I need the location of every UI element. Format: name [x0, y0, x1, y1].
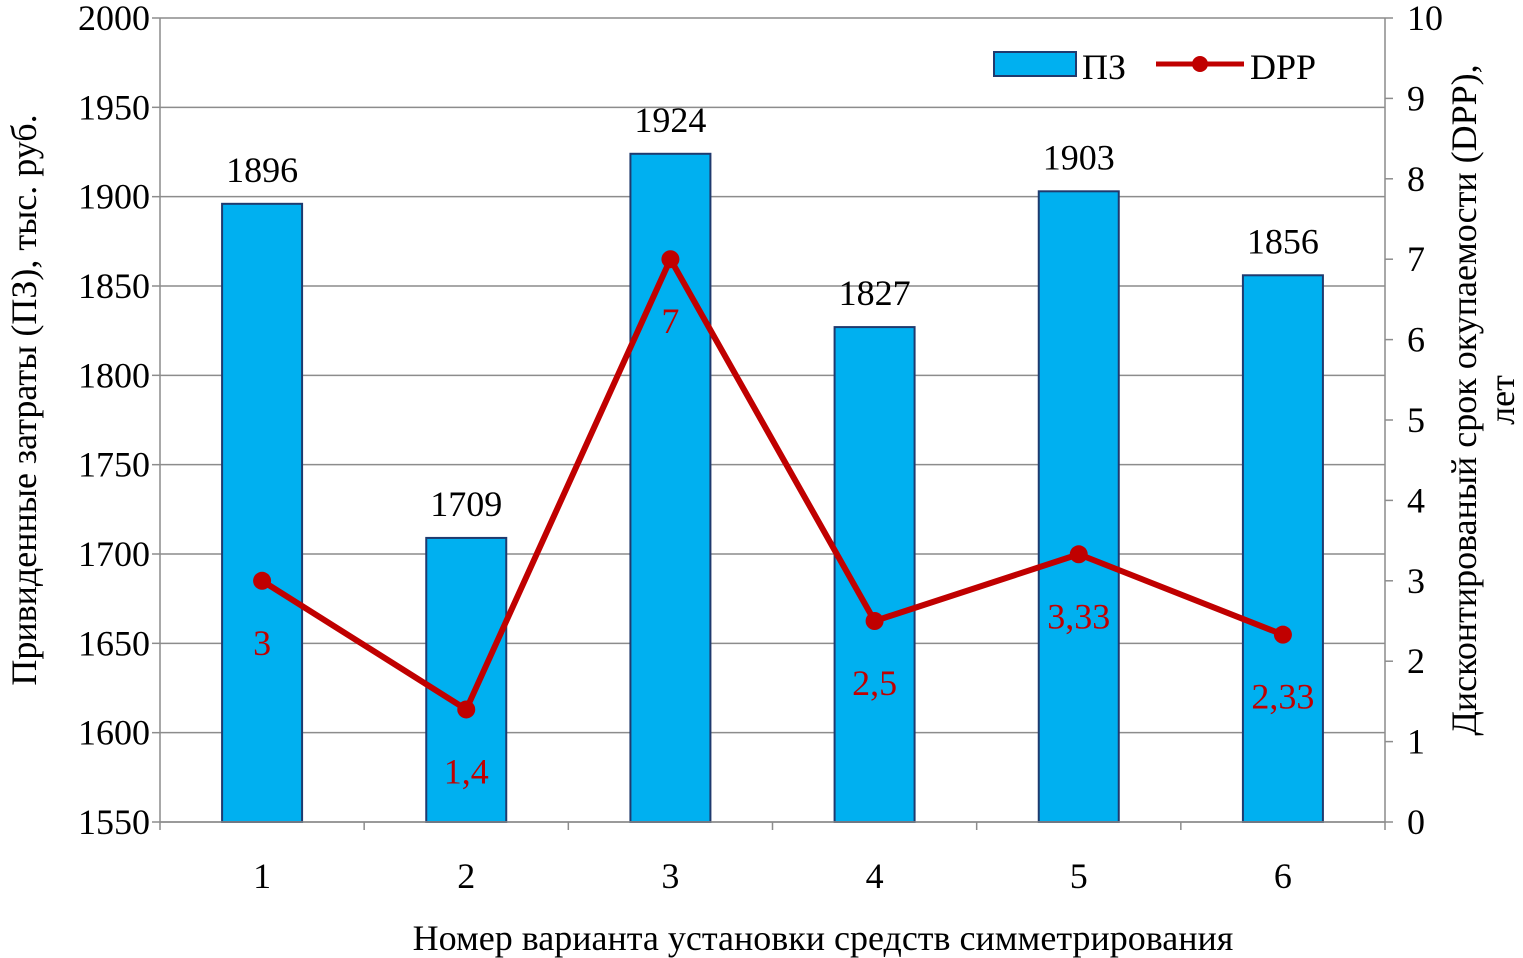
y2-tick-label: 7 — [1407, 239, 1425, 279]
y2-tick-label: 1 — [1407, 722, 1425, 762]
dpp-data-labels: 3 1,4 7 2,5 3,33 2,33 — [253, 301, 1314, 791]
y2-tick-label: 9 — [1407, 78, 1425, 118]
y2-tick-label: 10 — [1407, 0, 1443, 38]
bar-value-label: 1924 — [634, 100, 706, 140]
y-axis-title: Привиденные затраты (ПЗ), тыс. руб. — [4, 114, 44, 685]
y2-axis-title-line2: лет — [1482, 375, 1522, 425]
y2-tick-label: 0 — [1407, 802, 1425, 842]
y2-tick-label: 4 — [1407, 480, 1425, 520]
grid-lines — [160, 17, 1385, 823]
dpp-value-label: 2,33 — [1251, 677, 1314, 717]
bar-value-label: 1827 — [839, 273, 911, 313]
y-tick-label: 1750 — [78, 445, 150, 485]
y2-tick-label: 3 — [1407, 561, 1425, 601]
bar — [221, 202, 304, 823]
y2-axis-ticks: 0 1 2 3 4 5 6 7 8 9 10 — [1385, 0, 1443, 842]
legend-bar-swatch — [993, 51, 1077, 77]
y2-tick-label: 5 — [1407, 400, 1425, 440]
legend-bar-label: ПЗ — [1082, 47, 1126, 87]
y-tick-label: 1650 — [78, 623, 150, 663]
x-tick-label: 1 — [253, 856, 271, 896]
bar-data-labels: 1896 1709 1924 1827 1903 1856 — [226, 100, 1319, 524]
dpp-point — [661, 250, 680, 269]
bar — [1241, 274, 1324, 823]
y-tick-label: 2000 — [78, 0, 150, 38]
dpp-value-label: 1,4 — [444, 751, 489, 791]
legend: ПЗ DPP — [993, 47, 1316, 87]
bars — [221, 152, 1324, 824]
bar-value-label: 1709 — [430, 484, 502, 524]
y-tick-label: 1850 — [78, 266, 150, 306]
y-tick-label: 1700 — [78, 534, 150, 574]
x-tick-label: 6 — [1274, 856, 1292, 896]
bar — [1037, 190, 1120, 824]
y-tick-label: 1900 — [78, 177, 150, 217]
dpp-point — [1069, 545, 1088, 564]
bar — [425, 536, 508, 823]
legend-line-label: DPP — [1250, 47, 1316, 87]
x-tick-label: 5 — [1070, 856, 1088, 896]
dpp-value-label: 7 — [661, 301, 679, 341]
y-axis-ticks: 1550 1600 1650 1700 1750 1800 1850 1900 1950 2000 — [78, 0, 160, 842]
y-tick-label: 1950 — [78, 87, 150, 127]
x-tick-label: 4 — [866, 856, 884, 896]
bar-value-label: 1903 — [1043, 137, 1115, 177]
dpp-value-label: 3 — [253, 623, 271, 663]
dpp-line — [260, 256, 1285, 713]
y-tick-label: 1800 — [78, 355, 150, 395]
dpp-series — [253, 250, 1292, 719]
bar-value-label: 1896 — [226, 150, 298, 190]
y2-tick-label: 8 — [1407, 159, 1425, 199]
dpp-value-label: 3,33 — [1047, 596, 1110, 636]
dpp-value-label: 2,5 — [852, 663, 897, 703]
axes — [159, 18, 1386, 823]
y-tick-label: 1600 — [78, 713, 150, 753]
bar-value-label: 1856 — [1247, 221, 1319, 261]
y2-tick-label: 2 — [1407, 641, 1425, 681]
dpp-point — [253, 571, 272, 590]
dpp-point — [1273, 625, 1292, 644]
x-tick-label: 2 — [457, 856, 475, 896]
legend-line-marker — [1192, 56, 1208, 72]
y2-tick-label: 6 — [1407, 320, 1425, 360]
y2-axis-title-line1: Дисконтированый срок окупаемости (DPP), — [1444, 64, 1484, 735]
x-tick-label: 3 — [661, 856, 679, 896]
x-axis-ticks: 1 2 3 4 5 6 — [159, 822, 1386, 896]
x-axis-title: Номер варианта установки средств симметр… — [413, 918, 1234, 958]
y-tick-label: 1550 — [78, 802, 150, 842]
dpp-point — [865, 612, 884, 630]
dpp-point — [457, 700, 476, 719]
